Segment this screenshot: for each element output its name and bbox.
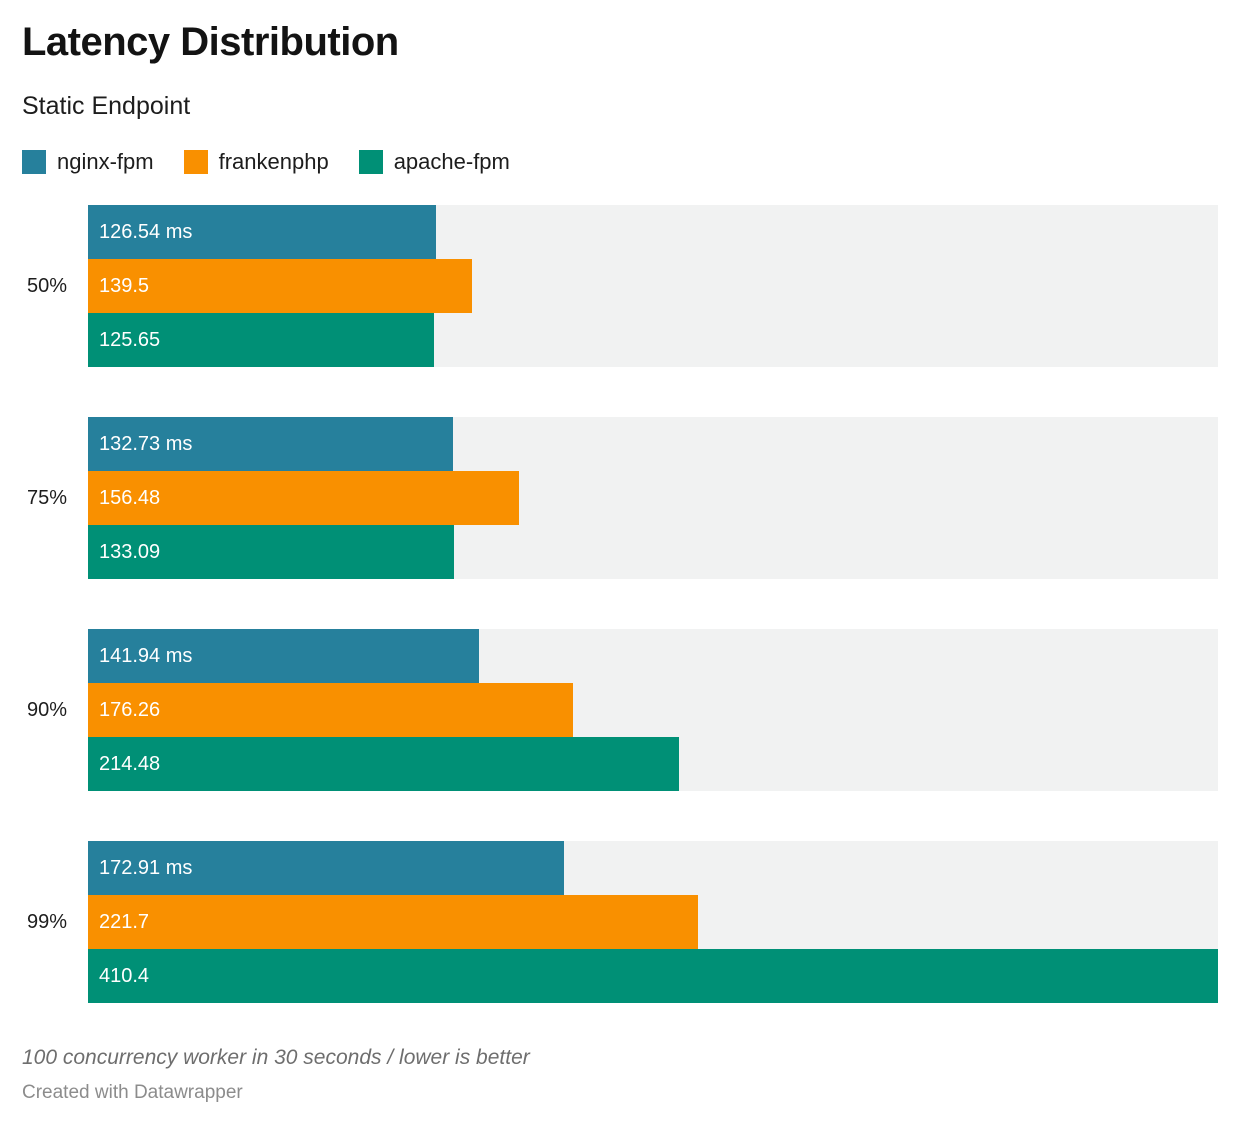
legend-swatch-nginx-fpm	[22, 150, 46, 174]
bar-value-label: 214.48	[99, 752, 161, 775]
legend-label: apache-fpm	[393, 149, 510, 174]
bar-value-label: 172.91 ms	[99, 856, 193, 879]
legend-item-frankenphp: frankenphp	[183, 149, 329, 175]
bar-value-label: 156.48	[99, 486, 161, 509]
legend-item-nginx-fpm: nginx-fpm	[22, 149, 154, 175]
bar-frankenphp-50%: 139.5	[88, 259, 473, 313]
bar-track-75%: 132.73 ms 156.48 133.09	[88, 417, 1218, 579]
bar-frankenphp-90%: 176.26	[88, 683, 574, 737]
legend: nginx-fpm frankenphp apache-fpm	[22, 149, 1218, 175]
chart-note: 100 concurrency worker in 30 seconds / l…	[22, 1046, 530, 1069]
bar-track-50%: 126.54 ms 139.5 125.65	[88, 205, 1218, 367]
bar-group-75%: 75% 132.73 ms 156.48 133.09	[22, 417, 1218, 579]
category-label-75%: 75%	[26, 486, 67, 509]
bar-group-99%: 99% 172.91 ms 221.7 410.4	[22, 841, 1218, 1003]
bar-apache-fpm-99%: 410.4	[88, 949, 1218, 1003]
bar-group-90%: 90% 141.94 ms 176.26 214.48	[22, 629, 1218, 791]
bar-nginx-fpm-50%: 126.54 ms	[88, 205, 437, 259]
bar-value-label: 132.73 ms	[99, 432, 193, 455]
bar-value-label: 141.94 ms	[99, 644, 193, 667]
bar-value-label: 410.4	[99, 964, 150, 987]
bar-nginx-fpm-75%: 132.73 ms	[88, 417, 454, 471]
legend-item-apache-fpm: apache-fpm	[358, 149, 510, 175]
bar-track-99%: 172.91 ms 221.7 410.4	[88, 841, 1218, 1003]
datawrapper-attribution: Created with Datawrapper	[22, 1082, 243, 1103]
bar-apache-fpm-50%: 125.65	[88, 313, 434, 367]
bar-frankenphp-75%: 156.48	[88, 471, 519, 525]
grouped-bar-chart: 50% 126.54 ms 139.5 125.65 75% 132.73 ms 156.4…	[22, 205, 1218, 1003]
bar-value-label: 139.5	[99, 274, 150, 297]
category-label-99%: 99%	[26, 910, 67, 933]
bar-nginx-fpm-99%: 172.91 ms	[88, 841, 565, 895]
bar-value-label: 176.26	[99, 698, 161, 721]
bar-apache-fpm-90%: 214.48	[88, 737, 679, 791]
bar-frankenphp-99%: 221.7	[88, 895, 699, 949]
bar-group-50%: 50% 126.54 ms 139.5 125.65	[22, 205, 1218, 367]
legend-swatch-frankenphp	[183, 150, 208, 174]
legend-label: frankenphp	[218, 149, 329, 174]
chart-title: Latency Distribution	[22, 20, 399, 64]
category-label-90%: 90%	[26, 698, 67, 721]
legend-swatch-apache-fpm	[358, 150, 383, 174]
chart-subtitle: Static Endpoint	[22, 92, 191, 120]
bar-nginx-fpm-90%: 141.94 ms	[88, 629, 479, 683]
bar-value-label: 133.09	[99, 540, 161, 563]
legend-label: nginx-fpm	[57, 149, 154, 174]
bar-value-label: 126.54 ms	[99, 220, 193, 243]
bar-value-label: 221.7	[99, 910, 150, 933]
bar-apache-fpm-75%: 133.09	[88, 525, 455, 579]
category-label-50%: 50%	[26, 274, 67, 297]
bar-value-label: 125.65	[99, 328, 161, 351]
bar-track-90%: 141.94 ms 176.26 214.48	[88, 629, 1218, 791]
